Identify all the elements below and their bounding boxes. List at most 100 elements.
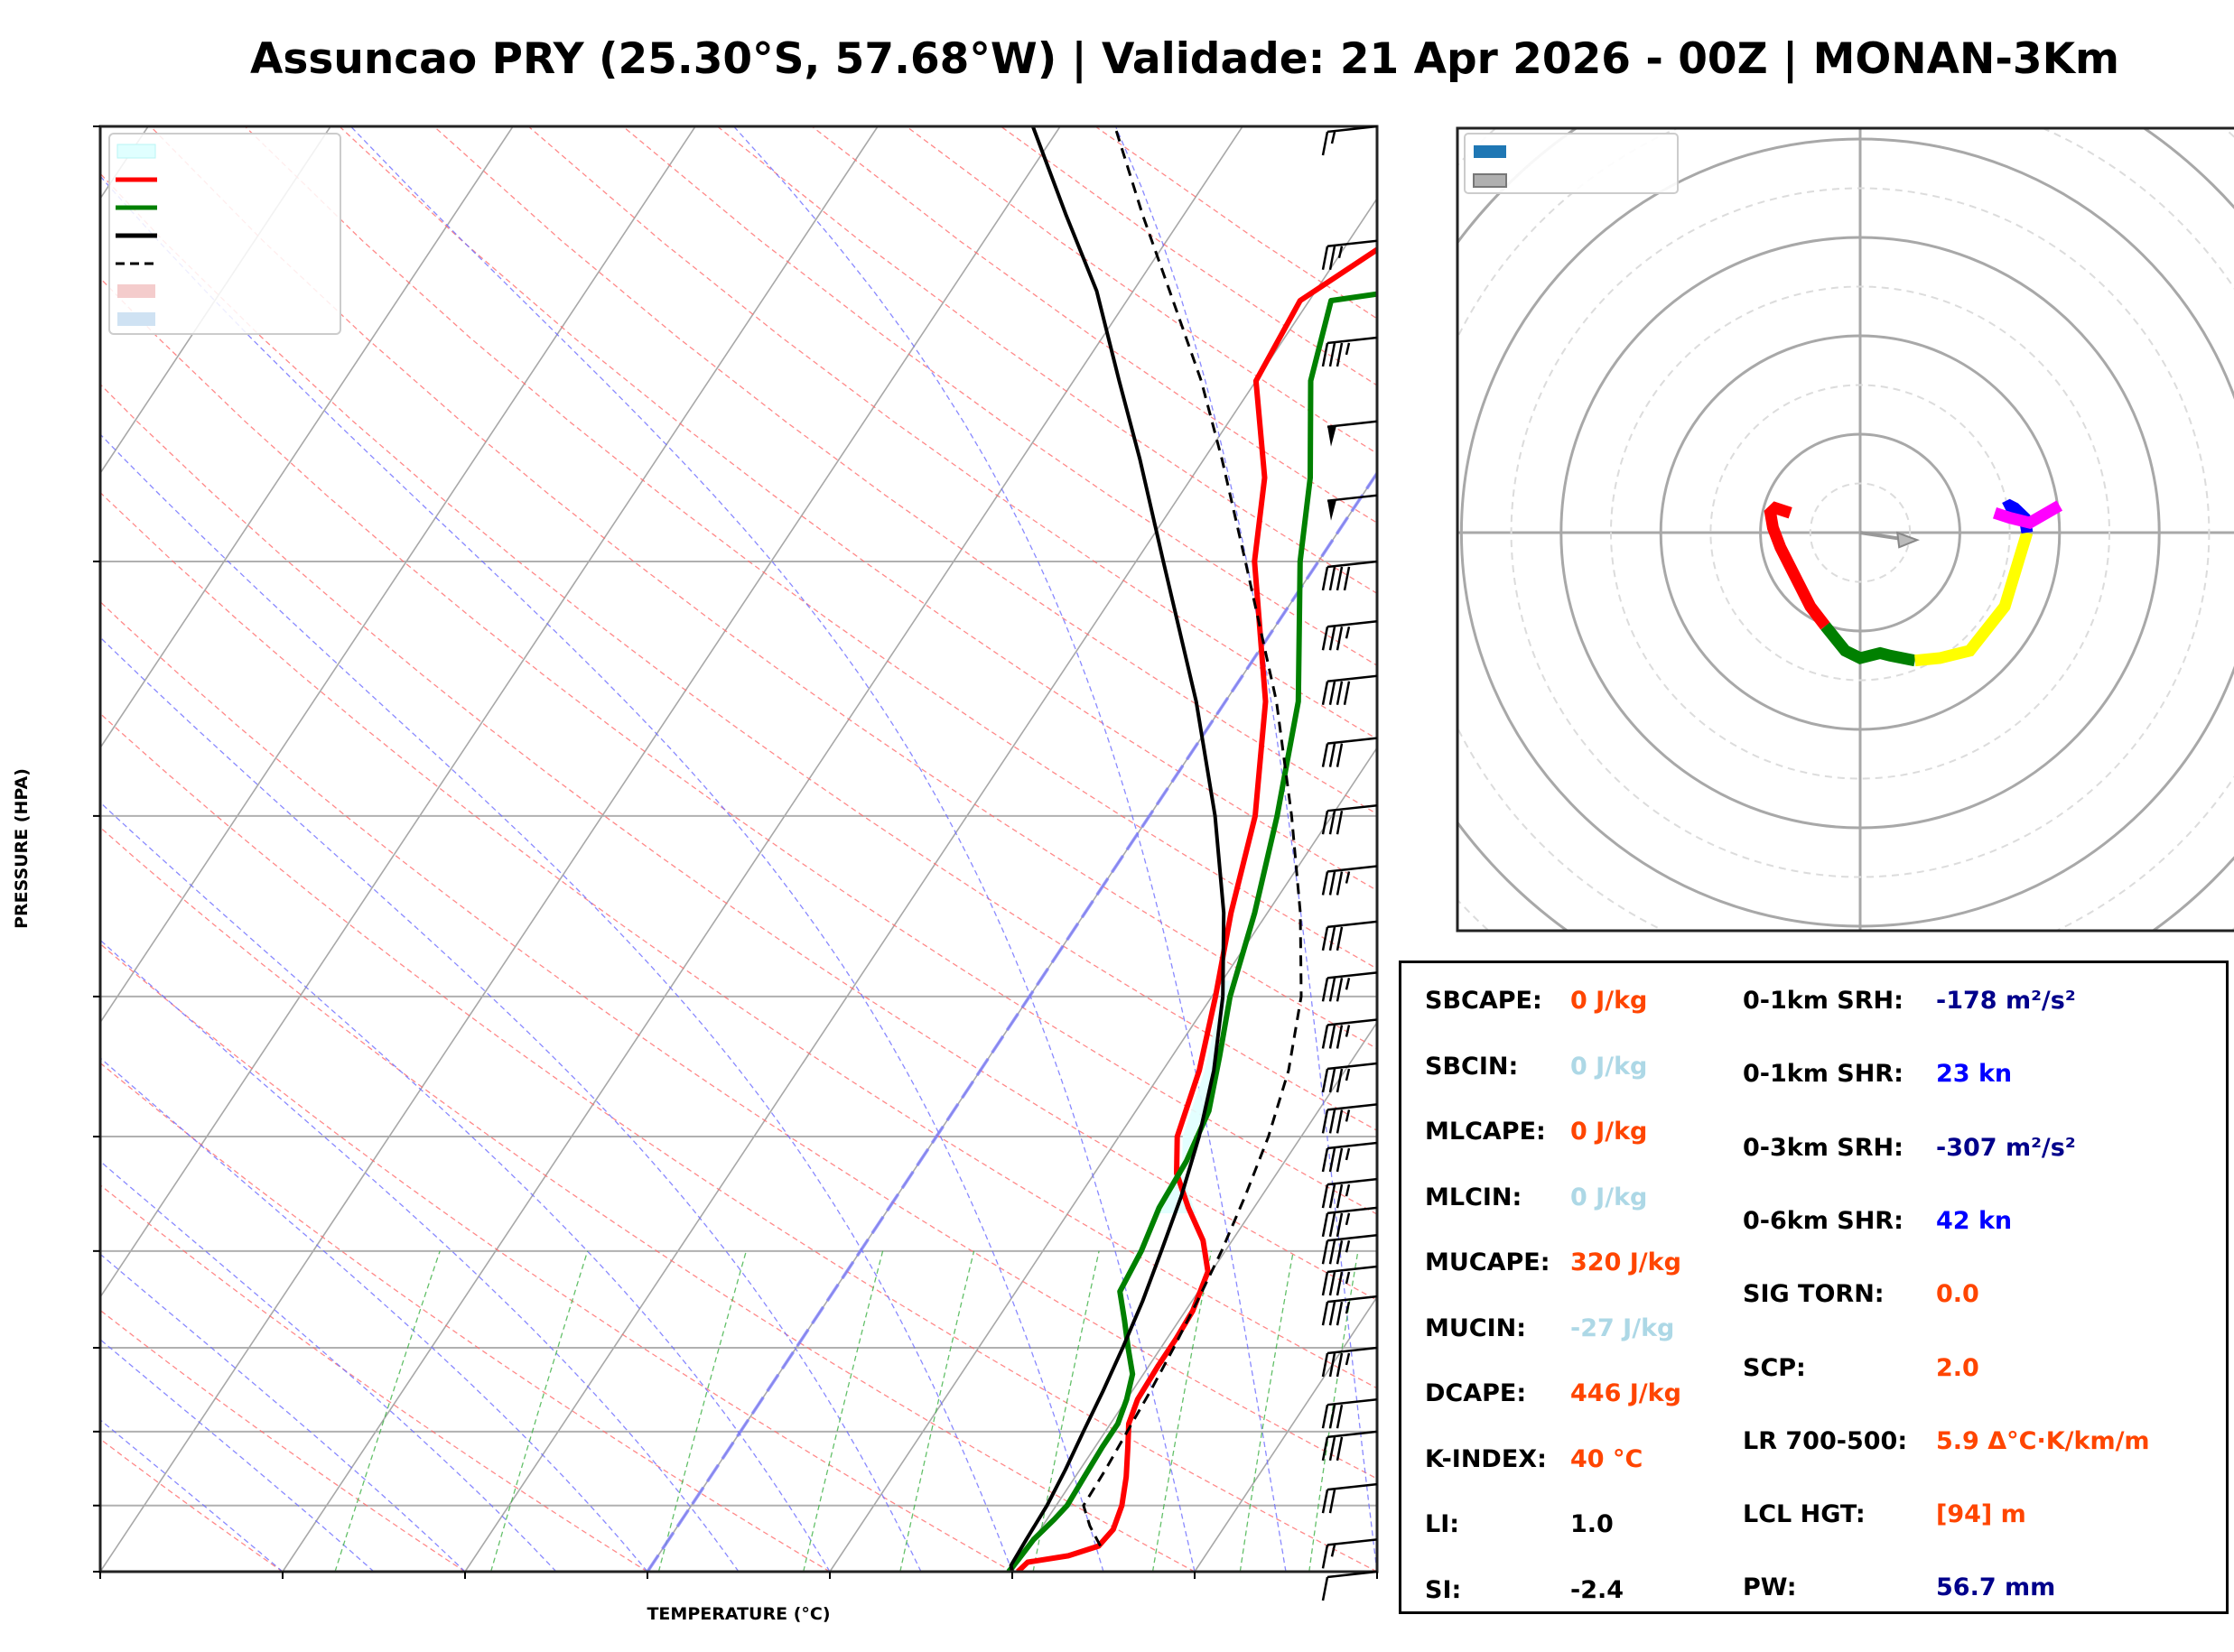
moist-adiabat <box>100 175 1104 1572</box>
hodo-ring <box>1457 128 2234 931</box>
legend-swatch <box>117 312 155 326</box>
moist-adiabat <box>100 939 740 1572</box>
barb-staff <box>1326 1570 1378 1579</box>
barb-half-flag <box>1330 131 1336 144</box>
dry-adiabat <box>100 942 1013 1572</box>
barb-flag <box>1336 1404 1344 1429</box>
dry-adiabat <box>100 1438 284 1572</box>
wind-barb <box>1321 803 1378 835</box>
barb-flag <box>1328 1025 1336 1049</box>
barb-staff <box>1326 865 1378 873</box>
index-value: [94] m <box>1936 1500 2026 1529</box>
hodo-ring <box>1559 236 2161 830</box>
barb-flag <box>1336 978 1344 1002</box>
hodo-ring <box>1510 187 2211 878</box>
bunkers-lm-arrowhead <box>1896 531 1921 549</box>
barb-staff <box>1326 1265 1378 1274</box>
hodo-ring <box>1759 432 1961 633</box>
index-label: MUCIN: <box>1425 1313 1527 1342</box>
temperature-line <box>1016 246 1377 1572</box>
index-value: 0 J/kg <box>1570 1183 1648 1211</box>
barb-flag <box>1336 1068 1344 1093</box>
wind-barb <box>1321 1570 1378 1601</box>
barb-flag <box>1321 1545 1329 1569</box>
mixing-ratio-line <box>1239 1250 1294 1572</box>
index-label: SI: <box>1425 1575 1462 1604</box>
mixing-ratio-line <box>334 1250 441 1572</box>
index-label: DCAPE: <box>1425 1379 1527 1407</box>
moist-adiabat <box>100 801 831 1572</box>
barb-flag <box>1328 1301 1336 1326</box>
wind-barb <box>1321 971 1378 1002</box>
index-value: 0 J/kg <box>1570 1118 1648 1146</box>
barb-flag <box>1328 1183 1336 1209</box>
mu-parcel-path-line <box>1082 126 1303 1547</box>
barb-half-flag <box>1345 978 1351 990</box>
barb-flag <box>1321 743 1329 767</box>
legend-swatch <box>117 284 155 298</box>
barb-staff <box>1326 1177 1378 1186</box>
index-value: 446 J/kg <box>1570 1379 1681 1407</box>
barb-staff <box>1326 971 1378 979</box>
barb-flag <box>1321 246 1329 271</box>
barb-flag <box>1328 1271 1336 1296</box>
wind-barb <box>1321 1482 1378 1514</box>
barb-staff <box>1326 1233 1378 1242</box>
barb-flag <box>1328 1436 1336 1462</box>
barb-flag <box>1321 1436 1329 1462</box>
index-value: 1.0 <box>1570 1510 1614 1538</box>
barb-flag <box>1336 1109 1344 1134</box>
index-value: 56.7 mm <box>1936 1573 2056 1602</box>
skewt-frame <box>98 125 1379 1573</box>
barb-staff <box>1326 1538 1378 1546</box>
hodo-segment-6-9km <box>1914 531 2034 667</box>
barb-staff <box>1326 1482 1378 1491</box>
barb-flag <box>1336 1239 1344 1265</box>
dry-adiabat <box>100 712 1377 1572</box>
barb-flag <box>1328 1147 1336 1173</box>
hodo-ring <box>1262 0 2234 957</box>
wind-barb <box>1321 560 1378 591</box>
barb-flag <box>1336 1352 1344 1378</box>
hodo-legend-swatch <box>1473 173 1507 188</box>
index-label: SIG TORN: <box>1743 1280 1885 1309</box>
index-label: MLCIN: <box>1425 1183 1522 1211</box>
index-label: 0-3km SRH: <box>1743 1133 1904 1162</box>
barb-flag <box>1321 1576 1329 1601</box>
wind-barb <box>1321 1397 1378 1429</box>
index-value: 2.0 <box>1936 1353 1979 1382</box>
barb-half-flag <box>1345 1068 1351 1081</box>
barb-half-flag <box>1337 246 1344 259</box>
barb-half-flag <box>1345 626 1351 639</box>
barb-flag <box>1328 1212 1336 1238</box>
barb-half-flag <box>1345 1109 1351 1122</box>
barb-flag <box>1321 1147 1329 1173</box>
barb-flag <box>1328 871 1336 896</box>
barb-half-flag <box>1345 1212 1351 1226</box>
wind-barb <box>1321 1018 1378 1049</box>
wind-barb <box>1321 1265 1378 1296</box>
hodo-ring <box>1709 384 2011 682</box>
index-label: 0-1km SHR: <box>1743 1060 1904 1089</box>
wind-barb <box>1321 1346 1378 1378</box>
isotherm <box>100 126 514 749</box>
barb-flag <box>1328 810 1336 835</box>
hodograph-legend <box>1464 133 1679 194</box>
wind-barb <box>1321 1206 1378 1238</box>
index-label: LI: <box>1425 1510 1460 1538</box>
hodo-ring <box>1610 285 2110 780</box>
index-label: SBCAPE: <box>1425 987 1542 1015</box>
index-label: LCL HGT: <box>1743 1500 1866 1529</box>
hodo-legend-box <box>1464 133 1679 194</box>
legend-box <box>108 133 341 335</box>
dry-adiabat <box>527 126 1377 740</box>
wind-barb <box>1321 336 1378 367</box>
wind-barb <box>1321 920 1378 951</box>
barb-staff <box>1326 619 1378 628</box>
hodo-ring <box>1162 0 2234 957</box>
barb-staff <box>1326 239 1378 248</box>
index-value: -178 m²/s² <box>1936 987 2076 1015</box>
index-label: 0-1km SRH: <box>1743 987 1904 1015</box>
barb-staff <box>1326 1062 1378 1071</box>
barb-flag <box>1321 1239 1329 1265</box>
